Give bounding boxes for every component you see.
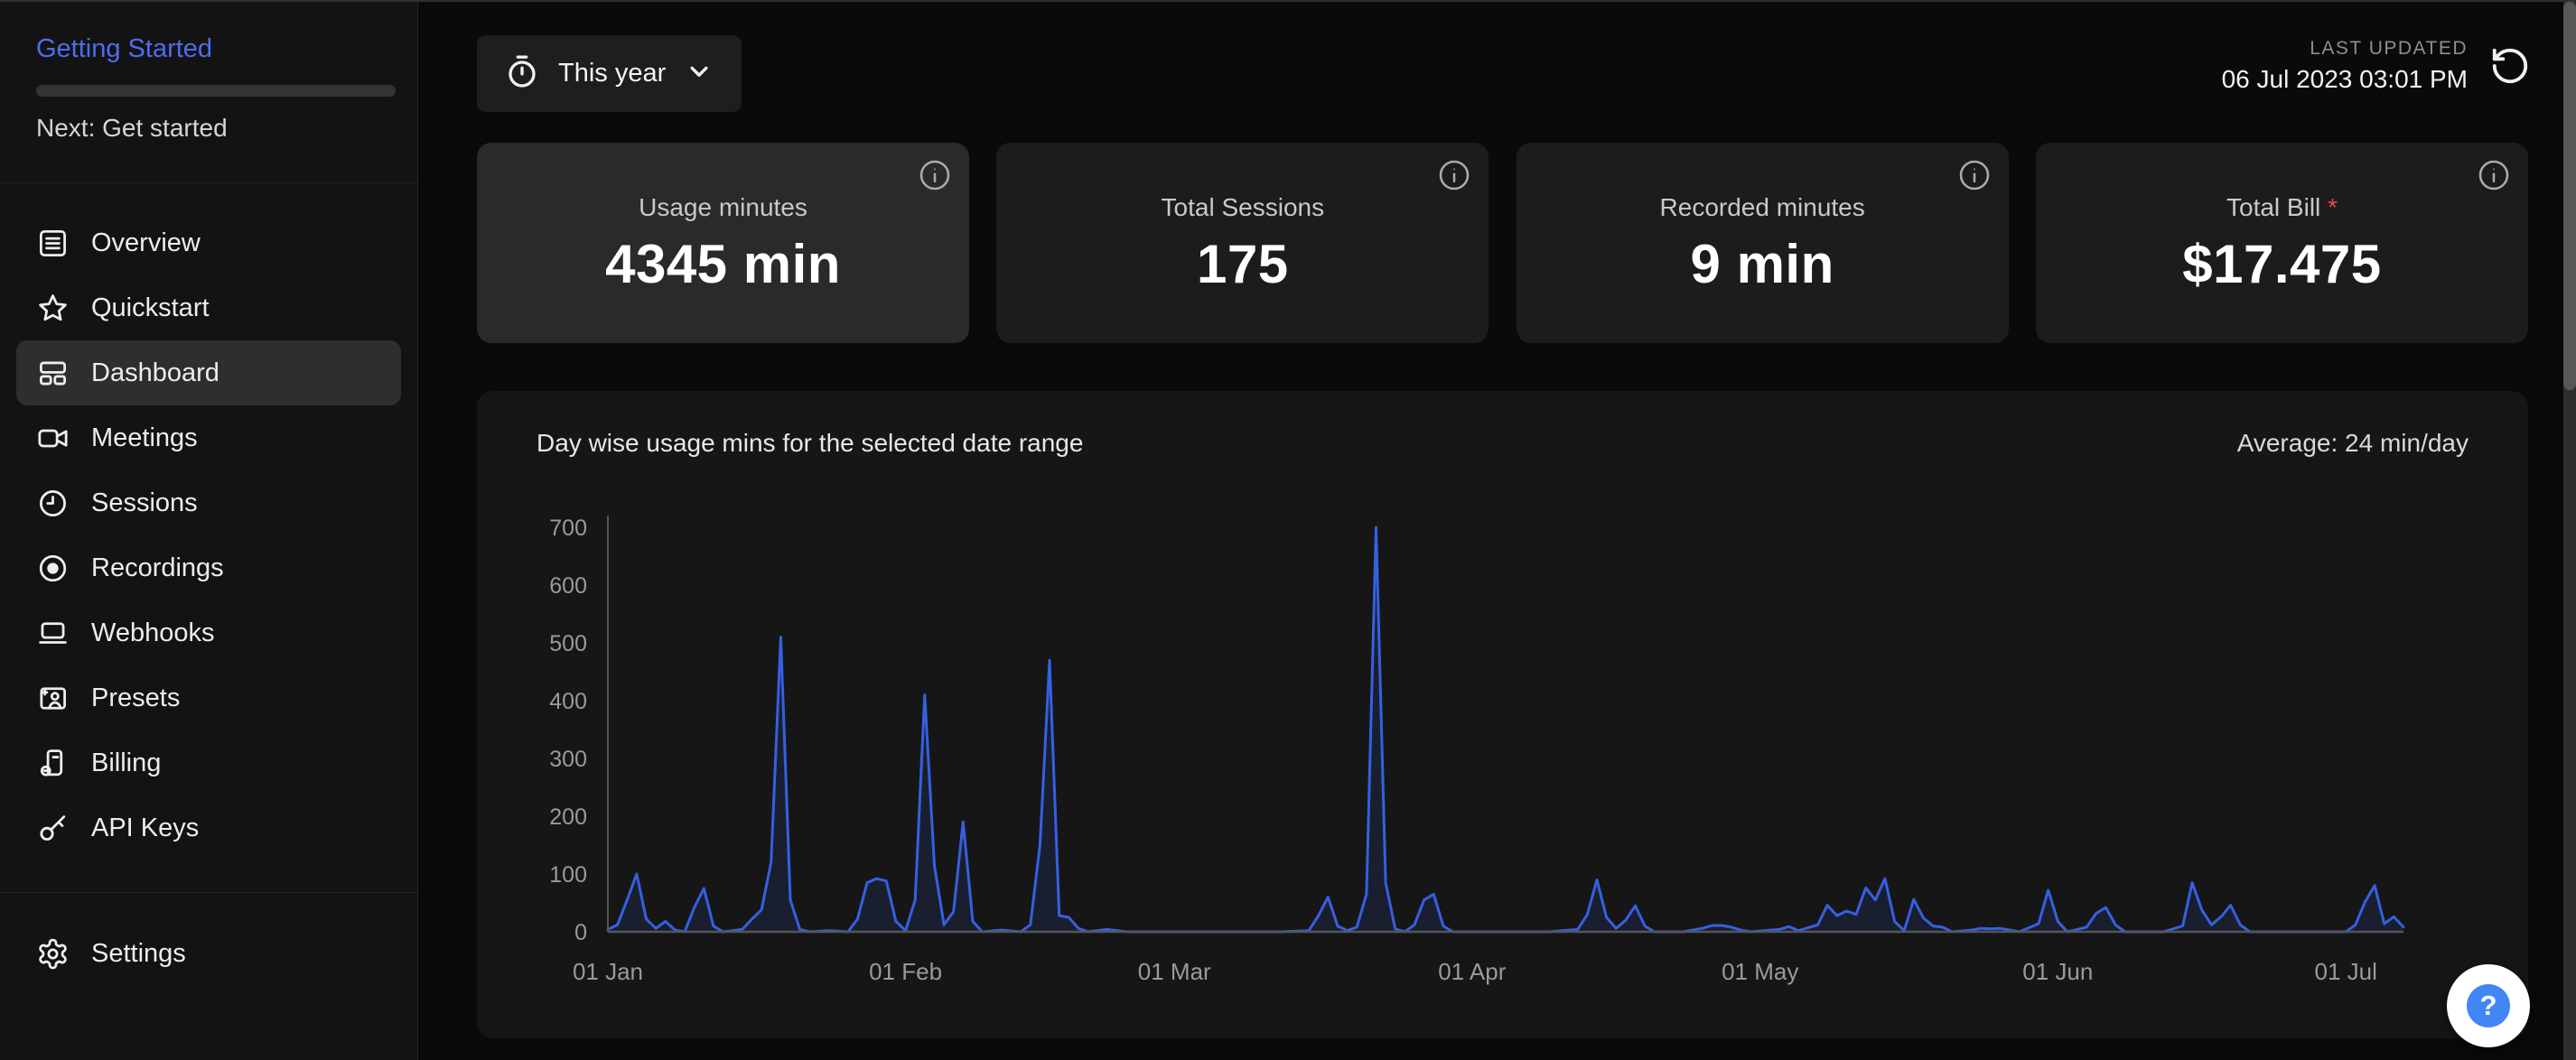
sidebar-item-label: Billing <box>91 748 162 777</box>
svg-text:01 Apr: 01 Apr <box>1438 958 1507 985</box>
stat-cards-row: Usage minutes 4345 min Total Sessions 17… <box>477 143 2528 343</box>
sidebar-item-webhooks[interactable]: Webhooks <box>16 600 401 665</box>
stat-card-total-bill[interactable]: Total Bill * $17.475 <box>2035 143 2528 343</box>
main-content: This year LAST UPDATED 06 Jul 2023 03:01… <box>419 2 2563 1060</box>
sidebar: Getting Started Next: Get started Overvi… <box>0 2 418 1060</box>
stat-label: Total Bill * <box>2226 193 2338 221</box>
sidebar-item-label: Recordings <box>91 553 224 582</box>
chevron-down-icon <box>684 56 714 91</box>
record-icon <box>36 552 70 585</box>
svg-text:01 Feb: 01 Feb <box>869 958 942 985</box>
info-icon[interactable] <box>2478 159 2510 191</box>
svg-text:600: 600 <box>549 573 587 599</box>
help-button[interactable]: ? <box>2447 964 2530 1047</box>
svg-text:01 Jul: 01 Jul <box>2315 958 2377 985</box>
sidebar-item-label: Webhooks <box>91 618 215 647</box>
sidebar-item-label: Sessions <box>91 488 198 517</box>
stat-label: Recorded minutes <box>1659 193 1865 221</box>
sidebar-item-overview[interactable]: Overview <box>16 210 401 275</box>
info-icon[interactable] <box>1438 159 1470 191</box>
getting-started-progressbar <box>36 85 396 97</box>
sidebar-item-recordings[interactable]: Recordings <box>16 535 401 600</box>
chart-average-label: Average: 24 min/day <box>2236 429 2469 457</box>
timer-icon <box>504 53 540 94</box>
usage-line-chart: 0 100 200 300 400 500 600 700 01 Jan 01 Feb 01 Mar… <box>549 516 2405 985</box>
stat-card-usage-minutes[interactable]: Usage minutes 4345 min <box>477 143 969 343</box>
sidebar-item-label: Settings <box>91 938 186 968</box>
dashboard-icon <box>36 357 70 390</box>
key-icon <box>36 812 70 845</box>
preset-avatar-icon <box>36 682 70 715</box>
laptop-icon <box>36 617 70 650</box>
svg-text:01 May: 01 May <box>1722 958 1798 985</box>
stat-label: Usage minutes <box>639 193 807 221</box>
svg-text:200: 200 <box>549 804 587 830</box>
question-mark-icon: ? <box>2467 984 2510 1027</box>
sidebar-item-label: Overview <box>91 228 201 257</box>
sidebar-item-billing[interactable]: Billing <box>16 730 401 795</box>
sidebar-item-dashboard[interactable]: Dashboard <box>16 340 401 405</box>
last-updated-block: LAST UPDATED 06 Jul 2023 03:01 PM <box>2222 38 2531 94</box>
stat-label: Total Sessions <box>1161 193 1325 221</box>
sidebar-item-api-keys[interactable]: API Keys <box>16 795 401 860</box>
stat-card-recorded-minutes[interactable]: Recorded minutes 9 min <box>1516 143 2009 343</box>
quickstart-star-icon <box>36 292 70 325</box>
stat-value: 9 min <box>1690 234 1834 294</box>
stat-card-total-sessions[interactable]: Total Sessions 175 <box>996 143 1489 343</box>
clock-icon <box>36 487 70 520</box>
sidebar-divider-bottom <box>0 892 417 893</box>
sidebar-divider-top <box>0 182 417 183</box>
svg-text:0: 0 <box>574 920 587 945</box>
scrollbar-thumb[interactable] <box>2563 2 2576 390</box>
date-range-label: This year <box>558 59 667 88</box>
info-icon[interactable] <box>919 159 951 191</box>
sidebar-item-label: Presets <box>91 683 181 712</box>
sidebar-item-sessions[interactable]: Sessions <box>16 470 401 535</box>
last-updated-text: LAST UPDATED 06 Jul 2023 03:01 PM <box>2222 38 2468 94</box>
stat-value: 4345 min <box>605 234 841 294</box>
svg-text:100: 100 <box>549 862 587 888</box>
sidebar-item-quickstart[interactable]: Quickstart <box>16 275 401 340</box>
sidebar-item-label: Meetings <box>91 423 198 452</box>
stat-value: $17.475 <box>2182 234 2382 294</box>
chart-title: Day wise usage mins for the selected dat… <box>537 429 1084 457</box>
svg-text:01 Jan: 01 Jan <box>573 958 643 985</box>
date-range-selector[interactable]: This year <box>477 35 742 112</box>
bill-asterisk: * <box>2328 193 2338 221</box>
sidebar-item-label: Dashboard <box>91 358 219 387</box>
sidebar-nav: Overview Quickstart Dashboard Meetings <box>16 210 401 860</box>
svg-text:700: 700 <box>549 516 587 541</box>
sidebar-item-presets[interactable]: Presets <box>16 665 401 730</box>
vertical-scrollbar[interactable] <box>2563 2 2576 1060</box>
overview-icon <box>36 227 70 260</box>
svg-text:400: 400 <box>549 689 587 714</box>
sidebar-item-meetings[interactable]: Meetings <box>16 405 401 470</box>
invoice-icon <box>36 747 70 780</box>
sidebar-item-settings[interactable]: Settings <box>16 921 401 986</box>
video-camera-icon <box>36 422 70 455</box>
usage-chart-card: Day wise usage mins for the selected dat… <box>477 391 2528 1038</box>
last-updated-caption: LAST UPDATED <box>2310 38 2468 59</box>
svg-text:01 Mar: 01 Mar <box>1138 958 1211 985</box>
last-updated-datetime: 06 Jul 2023 03:01 PM <box>2221 65 2468 93</box>
refresh-icon[interactable] <box>2489 45 2531 87</box>
svg-text:300: 300 <box>549 747 587 772</box>
getting-started-next-step: Next: Get started <box>36 114 228 142</box>
sidebar-item-label: API Keys <box>91 813 200 842</box>
getting-started-link[interactable]: Getting Started <box>36 34 213 63</box>
info-icon[interactable] <box>1958 159 1991 191</box>
svg-text:01 Jun: 01 Jun <box>2022 958 2093 985</box>
svg-text:500: 500 <box>549 631 587 656</box>
sidebar-item-label: Quickstart <box>91 293 210 322</box>
stat-value: 175 <box>1197 234 1289 294</box>
gear-icon <box>36 937 70 971</box>
